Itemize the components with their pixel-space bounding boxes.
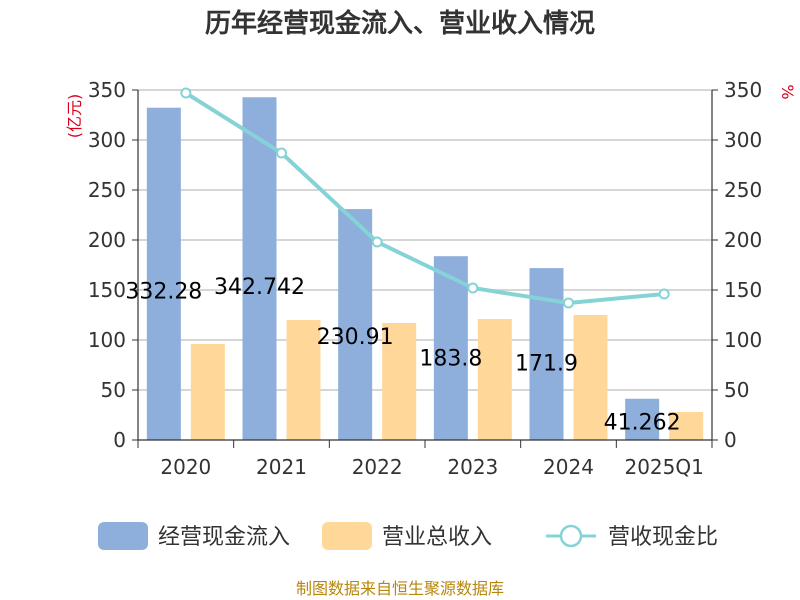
cash-inflow-bar: [242, 97, 277, 441]
x-axis-tick-label: 2021: [256, 455, 307, 479]
right-axis-tick-label: 350: [724, 78, 762, 102]
cash-ratio-line: [184, 91, 665, 306]
source-footer: 制图数据来自恒生聚源数据库: [296, 579, 504, 598]
cash-inflow-data-label: 171.9: [515, 352, 578, 377]
bars: [146, 97, 704, 441]
left-axis-tick-label: 150: [88, 278, 126, 302]
cash-inflow-data-label: 41.262: [604, 410, 681, 435]
legend-label: 营收现金比: [608, 525, 718, 550]
cash-ratio-point: [371, 236, 383, 248]
x-axis-tick-label: 2025Q1: [624, 455, 703, 479]
axes: 0 0 50 50 100 100 150 150 200 200 250 250 300 300 350 3…: [88, 78, 762, 479]
left-axis-tick-label: 350: [88, 78, 126, 102]
cash-inflow-bar: [338, 209, 373, 440]
revenue-bar: [382, 323, 417, 440]
legend-swatch: [98, 522, 148, 550]
left-axis-tick-label: 50: [101, 378, 126, 402]
cash-ratio-point: [180, 87, 192, 99]
legend: 经营现金流入 营业总收入 营收现金比: [98, 522, 718, 550]
x-axis-tick-label: 2020: [160, 455, 211, 479]
right-axis-tick-label: 200: [724, 228, 762, 252]
right-axis-tick-label: 50: [724, 378, 749, 402]
revenue-bar: [286, 320, 321, 440]
legend-marker: [559, 524, 583, 548]
legend-label: 营业总收入: [382, 525, 492, 550]
left-axis-tick-label: 0: [113, 428, 126, 452]
x-axis-tick-label: 2022: [352, 455, 403, 479]
cash-inflow-data-label: 183.8: [419, 346, 482, 371]
right-axis-unit: %: [778, 84, 797, 99]
revenue-bar: [190, 344, 225, 440]
data-labels: 332.28 342.742 230.91 183.8 171.9 41.262: [125, 275, 680, 436]
cash-ratio-point: [658, 288, 670, 300]
cash-inflow-data-label: 342.742: [214, 275, 305, 300]
cash-inflow-data-label: 230.91: [317, 325, 394, 350]
x-axis-tick-label: 2023: [447, 455, 498, 479]
cash-ratio-point: [276, 147, 287, 159]
right-axis-tick-label: 150: [724, 278, 762, 302]
cash-inflow-bar: [433, 256, 468, 440]
cash-ratio-point: [467, 282, 479, 294]
chart-title: 历年经营现金流入、营业收入情况: [205, 8, 595, 39]
cash-inflow-data-label: 332.28: [125, 279, 202, 304]
legend-label: 经营现金流入: [158, 525, 290, 550]
left-axis-tick-label: 100: [88, 328, 126, 352]
left-axis-tick-label: 200: [88, 228, 126, 252]
grid-lines: [138, 89, 712, 391]
left-axis-tick-label: 250: [88, 178, 126, 202]
left-axis-unit: (亿元): [65, 94, 84, 139]
cash-inflow-bar: [625, 398, 660, 440]
legend-swatch: [322, 522, 372, 550]
line-series: [180, 87, 670, 309]
revenue-bar: [573, 315, 608, 440]
right-axis-tick-label: 250: [724, 178, 762, 202]
cash-inflow-bar: [146, 107, 181, 440]
right-axis-tick-label: 300: [724, 128, 762, 152]
right-axis-tick-label: 0: [724, 428, 737, 452]
revenue-bar: [477, 319, 512, 440]
left-axis-tick-label: 300: [88, 128, 126, 152]
revenue-bar: [669, 412, 704, 440]
cash-ratio-point: [563, 297, 574, 309]
right-axis-tick-label: 100: [724, 328, 762, 352]
x-axis-tick-label: 2024: [543, 455, 594, 479]
